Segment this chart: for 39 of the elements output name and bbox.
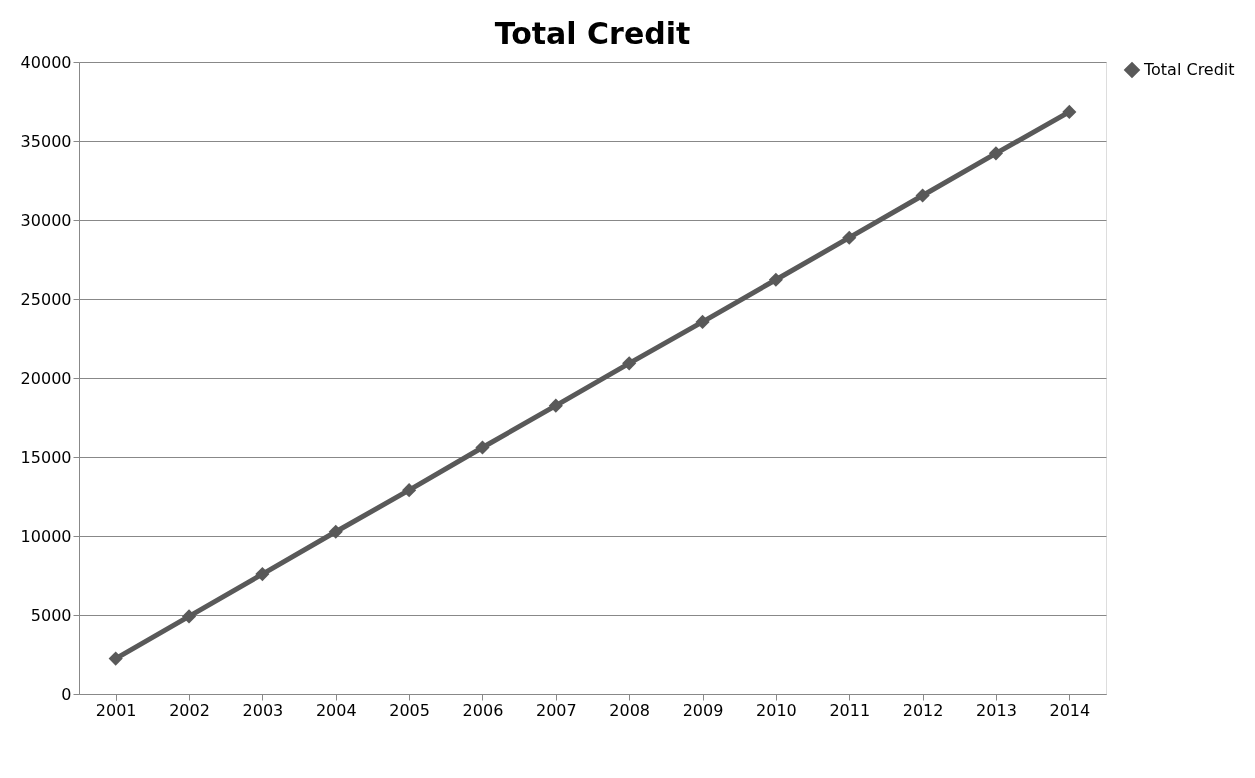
x-tick-label: 2012 — [902, 700, 944, 720]
point — [181, 609, 197, 624]
point — [915, 188, 930, 203]
point — [1062, 104, 1077, 119]
x-tick-label: 2011 — [829, 700, 871, 720]
point — [622, 356, 637, 371]
x-tick-label: 2013 — [976, 700, 1017, 720]
y-tick-label: 30000 — [20, 210, 72, 230]
chart-title: Total Credit — [494, 16, 691, 51]
point — [548, 398, 563, 413]
y-tick-label: 5000 — [30, 605, 72, 625]
x-tick-label: 2005 — [389, 700, 430, 720]
x-tick-label: 2008 — [609, 700, 651, 720]
x-tick-label: 2001 — [95, 700, 137, 720]
x-tick-label: 2006 — [462, 700, 504, 720]
y-tick-label: 35000 — [20, 131, 72, 151]
y-tick-label: 40000 — [20, 52, 72, 72]
x-tick-label: 2007 — [535, 700, 577, 720]
point — [108, 651, 123, 666]
y-tick-label: 15000 — [20, 447, 72, 467]
point — [475, 440, 490, 455]
point — [695, 314, 710, 329]
legend-label: Total Credit — [1143, 60, 1235, 79]
x-tick-label: 2009 — [682, 700, 724, 720]
x-tick-label: 2010 — [756, 700, 797, 720]
point — [842, 230, 857, 245]
x-tick-label: 2014 — [1049, 700, 1091, 720]
y-tick-label: 0 — [61, 684, 72, 704]
point — [255, 567, 270, 582]
x-tick-label: 2004 — [315, 700, 357, 720]
x-tick-label: 2002 — [169, 700, 210, 720]
point — [768, 272, 783, 287]
y-tick-label: 20000 — [20, 368, 72, 388]
point — [988, 146, 1004, 161]
x-tick-label: 2003 — [242, 700, 284, 720]
y-tick-label: 25000 — [20, 289, 72, 309]
point — [402, 483, 417, 498]
point — [328, 524, 343, 539]
y-tick-label: 10000 — [20, 526, 72, 546]
